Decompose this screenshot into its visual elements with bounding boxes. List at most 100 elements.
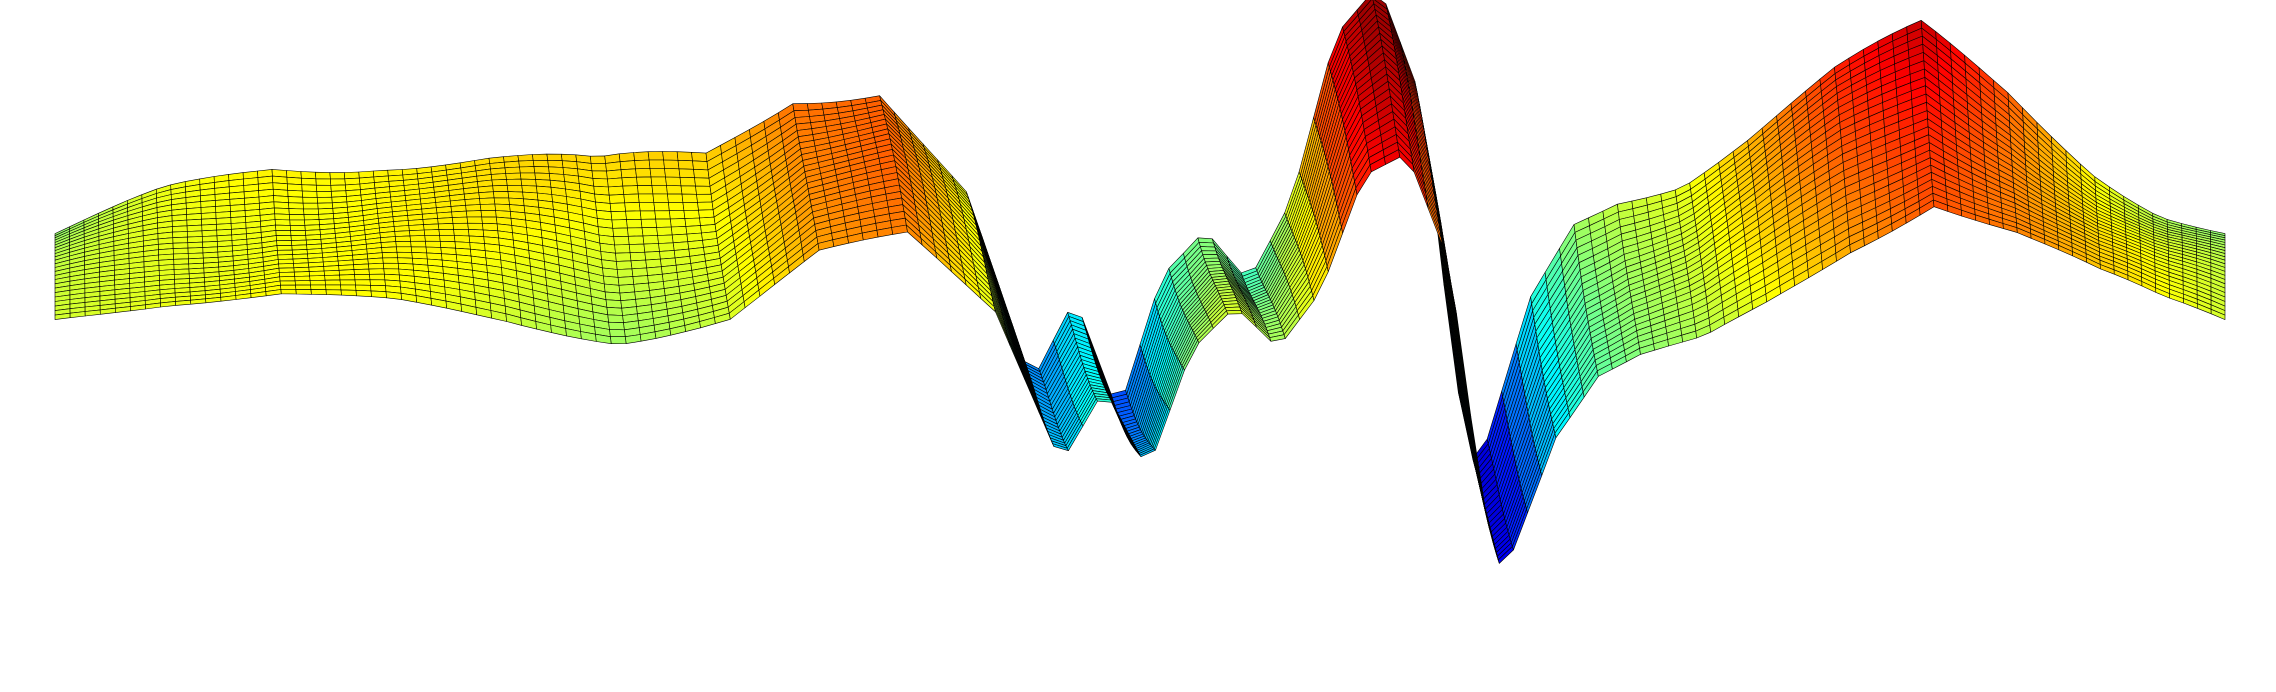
surface-face xyxy=(615,252,632,262)
surface-face xyxy=(324,279,341,286)
surface-face xyxy=(273,201,290,209)
surface-face xyxy=(317,202,334,210)
surface-face xyxy=(623,193,640,204)
surface-face xyxy=(367,257,384,265)
surface-face xyxy=(479,197,496,205)
surface-face xyxy=(338,269,355,276)
surface-face xyxy=(465,210,483,218)
surface-face xyxy=(330,178,346,186)
surface-face xyxy=(504,166,521,174)
surface-face xyxy=(678,168,695,178)
surface-face xyxy=(1200,246,1217,252)
surface-face xyxy=(657,234,674,244)
surface-face xyxy=(278,271,296,278)
surface-face xyxy=(451,210,468,218)
surface-face xyxy=(671,233,689,244)
surface-face xyxy=(369,279,386,287)
surface-face xyxy=(666,185,683,195)
surface-face xyxy=(186,218,202,227)
surface-face xyxy=(340,284,357,291)
surface-face xyxy=(293,266,310,273)
surface-face xyxy=(286,183,303,192)
surface-face xyxy=(289,225,306,231)
surface-face xyxy=(325,284,342,291)
surface-face xyxy=(452,222,469,230)
surface-face xyxy=(453,229,470,237)
surface-face xyxy=(465,204,482,212)
surface-face xyxy=(618,283,636,294)
surface-face xyxy=(294,275,311,282)
surface-face xyxy=(438,229,455,236)
surface-face xyxy=(658,242,675,252)
surface-face xyxy=(608,321,625,331)
surface-face xyxy=(610,210,627,221)
surface-face xyxy=(649,168,666,178)
surface-face xyxy=(669,218,687,228)
surface-face xyxy=(381,251,398,259)
surface-face xyxy=(280,284,297,290)
surface-face xyxy=(547,160,564,168)
surface-face xyxy=(315,184,332,192)
surface-face xyxy=(637,185,654,195)
surface-face xyxy=(215,205,231,213)
surface-face xyxy=(187,241,204,249)
surface-face xyxy=(694,177,711,187)
surface-face xyxy=(200,212,217,220)
surface-face xyxy=(628,243,646,253)
surface-face xyxy=(520,178,537,187)
surface-face xyxy=(640,218,657,228)
surface-face xyxy=(287,196,304,204)
surface-face xyxy=(506,178,523,186)
surface-face xyxy=(654,210,671,220)
surface-face xyxy=(439,241,456,249)
surface-face xyxy=(635,168,652,178)
surface-face xyxy=(482,223,499,232)
surface-face xyxy=(288,202,304,210)
surface-face xyxy=(507,191,524,200)
surface-face xyxy=(630,259,648,270)
surface-face xyxy=(607,177,624,188)
surface-face xyxy=(329,172,346,180)
surface-face xyxy=(276,245,293,251)
surface-face xyxy=(355,289,372,298)
surface-face xyxy=(202,235,218,243)
surface-face xyxy=(396,251,413,259)
surface-face xyxy=(294,280,311,286)
surface-face xyxy=(479,203,496,211)
surface-face xyxy=(293,271,310,277)
surface-face xyxy=(679,177,696,187)
surface-face xyxy=(316,196,333,204)
surface-face xyxy=(625,210,642,220)
surface-face xyxy=(295,289,312,295)
surface-face xyxy=(423,229,440,236)
surface-face xyxy=(610,336,627,345)
surface-face xyxy=(368,268,385,275)
surface-face xyxy=(330,184,347,192)
surface-face xyxy=(639,210,657,220)
surface-face xyxy=(682,202,699,211)
surface-face xyxy=(310,284,327,291)
surface-face xyxy=(493,191,510,199)
surface-face xyxy=(300,171,317,180)
surface-face xyxy=(172,236,189,244)
surface-face xyxy=(288,214,305,221)
surface-face xyxy=(590,163,607,172)
surface-face xyxy=(481,216,498,225)
surface-face xyxy=(680,185,697,195)
surface-face xyxy=(277,249,293,256)
surface-face xyxy=(301,190,318,198)
surface-face xyxy=(343,171,360,180)
surface-face xyxy=(187,236,203,243)
surface-face xyxy=(697,201,714,211)
surface-face xyxy=(668,210,686,220)
surface-face xyxy=(663,159,680,170)
surface-face xyxy=(278,267,295,273)
surface-face xyxy=(382,262,400,270)
surface-face xyxy=(369,273,386,281)
surface-face xyxy=(275,224,291,231)
surface-face xyxy=(503,160,520,169)
surface-face xyxy=(492,185,509,192)
surface-face xyxy=(683,209,700,219)
surface-face xyxy=(591,170,608,180)
surface-face xyxy=(631,267,648,277)
